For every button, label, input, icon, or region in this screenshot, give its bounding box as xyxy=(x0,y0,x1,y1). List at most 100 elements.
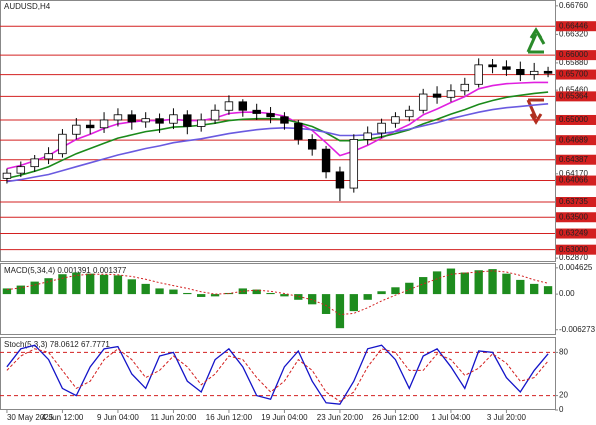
macd-bar xyxy=(308,294,317,305)
macd-bar xyxy=(197,294,206,297)
candle-body xyxy=(377,122,386,134)
macd-bar xyxy=(460,272,469,295)
macd-bar xyxy=(72,272,81,295)
candle-body xyxy=(280,116,289,124)
level-label: 0.65364 xyxy=(559,91,588,100)
level-label-box xyxy=(556,244,596,255)
macd-bar xyxy=(391,287,400,295)
candle-body xyxy=(432,93,442,98)
macd-bar xyxy=(502,273,511,295)
macd-bar xyxy=(44,278,53,295)
candle-body xyxy=(391,116,400,124)
level-label: 0.64066 xyxy=(559,176,588,185)
panel-title: AUDUSD,H4 xyxy=(4,2,51,11)
macd-bar xyxy=(280,294,289,297)
candle-body xyxy=(294,122,303,140)
x-tick-label: 23 Jun 20:00 xyxy=(317,413,364,422)
macd-bar xyxy=(2,288,12,295)
candle-body xyxy=(488,64,497,68)
level-label-box xyxy=(556,21,596,32)
macd-bar xyxy=(349,294,358,312)
x-tick-label: 11 Jun 20:00 xyxy=(151,413,197,422)
y-tick-label: 0.66320 xyxy=(559,29,588,38)
y-tick-label: 0 xyxy=(559,405,564,414)
macd-panel xyxy=(0,263,556,335)
candle-body xyxy=(321,148,331,173)
candle-body xyxy=(474,64,483,85)
candle-body xyxy=(529,70,539,75)
candle-body xyxy=(224,101,234,111)
candle-body xyxy=(210,109,220,121)
candle-body xyxy=(196,119,206,127)
level-label-box xyxy=(556,197,596,208)
x-tick-label: 1 Jul 04:00 xyxy=(431,413,471,422)
candle-body xyxy=(543,70,553,74)
y-tick-label: 0.65880 xyxy=(559,58,588,67)
stoch-line xyxy=(6,348,549,403)
level-label: 0.63000 xyxy=(559,245,588,254)
macd-bar xyxy=(294,294,303,300)
moving-average xyxy=(6,103,549,183)
candle-body xyxy=(516,68,525,75)
candle-body xyxy=(155,118,164,124)
candle-body xyxy=(127,114,137,123)
macd-bar xyxy=(252,289,261,295)
macd-bar xyxy=(183,292,192,295)
level-label: 0.66000 xyxy=(559,50,588,59)
x-tick-label: 16 Jun 12:00 xyxy=(206,413,253,422)
candle-body xyxy=(446,90,456,98)
macd-bar xyxy=(238,288,247,295)
y-tick-label: 0.62870 xyxy=(559,253,588,262)
y-tick-label: -0.006273 xyxy=(559,325,596,334)
macd-bar xyxy=(432,271,442,295)
level-label-box xyxy=(556,114,596,125)
macd-bar xyxy=(141,283,150,295)
macd-bar xyxy=(210,294,220,297)
macd-bar xyxy=(516,279,525,295)
candle-body xyxy=(99,119,109,129)
macd-bar xyxy=(169,289,178,295)
candle-body xyxy=(169,114,178,124)
level-label-box xyxy=(556,175,596,186)
macd-bar xyxy=(446,268,456,295)
stoch-panel xyxy=(0,337,556,410)
panel-title: MACD(5,34,4) 0.001391 0.001377 xyxy=(4,266,127,275)
macd-bar xyxy=(321,294,331,314)
macd-bar xyxy=(155,288,164,295)
y-tick-label: 80 xyxy=(559,348,568,357)
level-label-box xyxy=(556,212,596,223)
level-label-box xyxy=(556,69,596,80)
level-label-box xyxy=(556,135,596,146)
candle-body xyxy=(252,109,261,114)
candle-body xyxy=(85,124,95,129)
x-tick-label: 19 Jun 04:00 xyxy=(261,413,308,422)
level-label-box xyxy=(556,50,596,61)
macd-bar xyxy=(405,282,414,295)
y-tick-label: 0.66760 xyxy=(559,1,588,10)
candle-body xyxy=(460,83,470,92)
candle-body xyxy=(44,153,53,160)
panel-title: Stoch(5,3,3) 78.0612 67.7771 xyxy=(4,340,110,349)
level-label: 0.63735 xyxy=(559,197,588,206)
x-tick-label: 30 May 2025 xyxy=(7,413,54,422)
level-label-box xyxy=(556,154,596,165)
level-label: 0.65700 xyxy=(559,70,588,79)
macd-bar xyxy=(543,286,553,295)
candle-body xyxy=(16,166,26,174)
level-label-box xyxy=(556,228,596,239)
level-label: 0.64689 xyxy=(559,135,588,144)
macd-bar xyxy=(86,273,95,295)
down-arrow xyxy=(526,98,544,125)
candle-body xyxy=(418,93,428,111)
candle-body xyxy=(183,114,192,127)
candle-body xyxy=(141,118,150,123)
candle-body xyxy=(238,101,248,111)
moving-average xyxy=(6,81,549,170)
level-label: 0.63249 xyxy=(559,229,588,238)
x-tick-label: 9 Jun 04:00 xyxy=(97,413,139,422)
candle-body xyxy=(349,139,359,189)
candle-body xyxy=(30,158,39,168)
macd-bar xyxy=(474,270,483,295)
